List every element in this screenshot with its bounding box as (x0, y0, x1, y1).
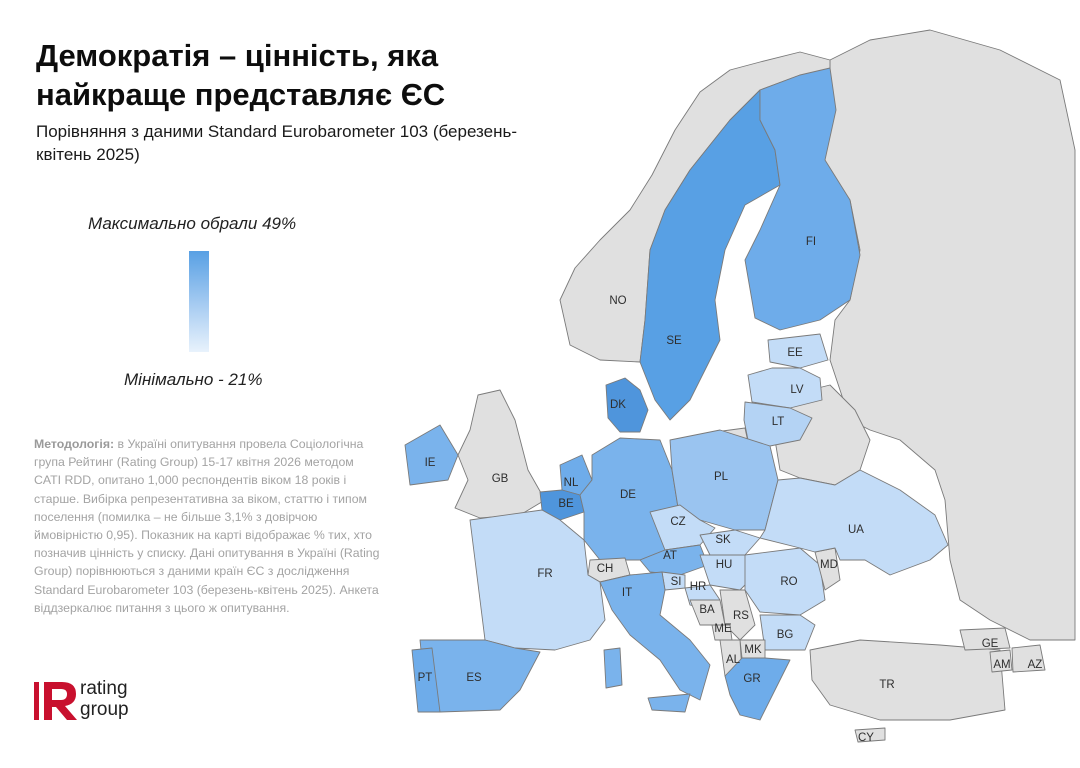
legend-min-label: Мінімально - 21% (124, 370, 263, 389)
rating-group-logo (34, 682, 77, 720)
country-dk (605, 377, 649, 433)
country-ro (744, 547, 826, 616)
label-rs: RS (733, 610, 749, 622)
label-ba: BA (699, 604, 715, 616)
country-lt (743, 401, 813, 447)
label-ee: EE (787, 347, 803, 359)
label-fi: FI (806, 236, 816, 248)
methodology-label: Методологія: (34, 437, 115, 451)
logo-line-1: rating (80, 678, 128, 699)
country-pt (411, 647, 441, 713)
methodology-note: Методологія: в Україні опитування провел… (34, 435, 384, 617)
country-pl (669, 429, 779, 531)
page-subtitle: Порівняння з даними Standard Eurobaromet… (36, 122, 517, 164)
label-me: ME (714, 623, 732, 635)
label-de: DE (620, 489, 636, 501)
label-tr: TR (879, 679, 894, 691)
page-title: Демократія – цінність, яка найкраще пред… (36, 38, 446, 112)
label-fr: FR (537, 568, 552, 580)
label-ro: RO (780, 576, 797, 588)
label-ie: IE (425, 457, 436, 469)
logo-r-icon (44, 682, 77, 720)
label-al: AL (726, 654, 741, 666)
label-nl: NL (564, 477, 579, 489)
country-ee (767, 333, 829, 369)
label-pt: PT (418, 672, 433, 684)
label-cy: CY (858, 732, 874, 744)
label-ch: CH (597, 563, 614, 575)
country-sardinia (603, 647, 623, 689)
legend-max-label: Максимально обрали 49% (88, 214, 297, 233)
label-dk: DK (610, 399, 626, 411)
country-tr (809, 639, 1006, 721)
label-lv: LV (790, 384, 804, 396)
country-gb (454, 389, 546, 519)
label-bg: BG (777, 629, 794, 641)
country-ru (819, 29, 1076, 641)
label-am: AM (993, 659, 1010, 671)
country-it (599, 571, 711, 701)
label-no: NO (609, 295, 626, 307)
label-se: SE (666, 335, 682, 347)
logo-bar-icon (34, 682, 39, 720)
country-ie (404, 424, 459, 486)
label-pl: PL (714, 471, 729, 483)
country-lv (747, 367, 823, 409)
label-hr: HR (690, 581, 707, 593)
label-es: ES (466, 672, 482, 684)
logo-text: rating group (80, 678, 129, 720)
logo-line-2: group (80, 699, 129, 720)
label-sk: SK (715, 534, 731, 546)
label-az: AZ (1028, 659, 1043, 671)
country-gr (724, 657, 791, 721)
label-gr: GR (743, 673, 760, 685)
label-md: MD (820, 559, 838, 571)
label-cz: CZ (670, 516, 685, 528)
label-be: BE (558, 498, 574, 510)
methodology-text: в Україні опитування провела Соціологічн… (34, 437, 380, 615)
label-si: SI (671, 576, 682, 588)
country-sicily (647, 693, 691, 713)
label-lt: LT (772, 416, 785, 428)
country-am (989, 649, 1013, 673)
label-gb: GB (492, 473, 509, 485)
label-ua: UA (848, 524, 864, 536)
label-mk: MK (744, 644, 762, 656)
country-fi (744, 67, 861, 331)
country-fr (469, 509, 606, 651)
country-az (1011, 644, 1046, 673)
label-hu: HU (716, 559, 733, 571)
label-at: AT (663, 550, 677, 562)
country-sk (699, 529, 761, 556)
country-ge (959, 627, 1011, 651)
label-ge: GE (982, 638, 999, 650)
legend-color-bar (189, 251, 209, 352)
country-cy (854, 727, 886, 743)
label-it: IT (622, 587, 632, 599)
country-ua (759, 469, 949, 576)
